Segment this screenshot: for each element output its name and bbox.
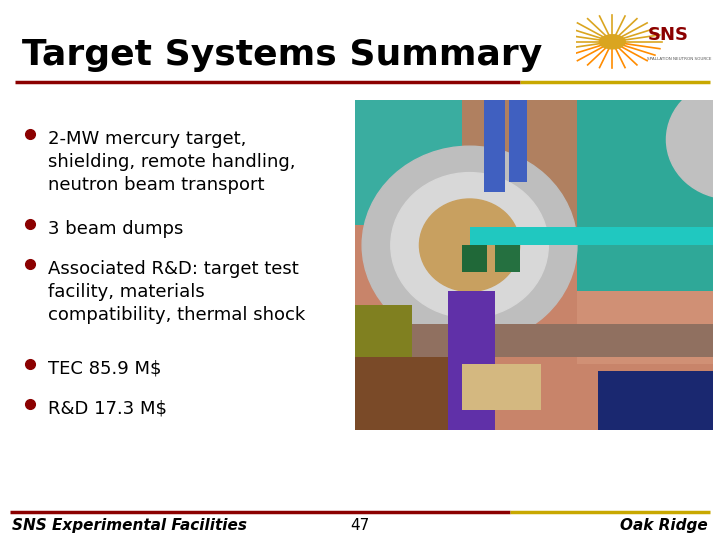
Bar	[469, 227, 713, 245]
Bar	[495, 245, 520, 272]
Bar	[484, 100, 505, 192]
Text: SNS Experimental Facilities: SNS Experimental Facilities	[12, 518, 247, 533]
Bar	[355, 100, 491, 225]
Circle shape	[667, 80, 720, 199]
Circle shape	[362, 146, 577, 344]
Bar	[462, 364, 541, 410]
Bar	[448, 292, 495, 430]
Polygon shape	[355, 325, 713, 357]
Bar	[462, 100, 577, 248]
Text: SPALLATION NEUTRON SOURCE: SPALLATION NEUTRON SOURCE	[647, 57, 712, 60]
Bar	[577, 292, 713, 364]
Text: R&D 17.3 M$: R&D 17.3 M$	[48, 400, 167, 418]
Text: Oak Ridge: Oak Ridge	[620, 518, 708, 533]
Bar	[355, 305, 413, 370]
Bar	[577, 100, 713, 298]
Circle shape	[599, 35, 625, 49]
Text: 3 beam dumps: 3 beam dumps	[48, 220, 184, 238]
Text: SNS: SNS	[647, 26, 688, 44]
Bar	[509, 100, 527, 183]
Bar	[355, 357, 448, 430]
Bar	[462, 245, 487, 272]
Text: 47: 47	[351, 518, 369, 533]
Circle shape	[420, 199, 520, 292]
Text: Target Systems Summary: Target Systems Summary	[22, 38, 542, 72]
Text: Associated R&D: target test
facility, materials
compatibility, thermal shock: Associated R&D: target test facility, ma…	[48, 260, 305, 324]
Text: TEC 85.9 M$: TEC 85.9 M$	[48, 360, 161, 378]
Text: 2-MW mercury target,
shielding, remote handling,
neutron beam transport: 2-MW mercury target, shielding, remote h…	[48, 130, 295, 194]
Bar	[598, 370, 713, 430]
Circle shape	[391, 173, 549, 318]
